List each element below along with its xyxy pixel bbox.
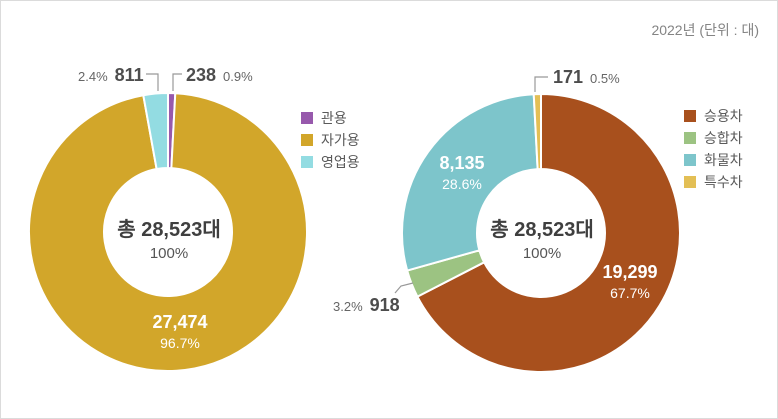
year-unit-note: 2022년 (단위 : 대)	[651, 22, 759, 38]
legend-item-yeongeopyong: 영업용	[301, 151, 360, 173]
segment-value: 171	[553, 67, 584, 87]
total-percent: 100%	[522, 245, 562, 262]
segment-percent: 0.9%	[223, 69, 253, 84]
segment-value: 8,135	[439, 153, 485, 173]
legend-label: 승용차	[704, 108, 743, 124]
left-donut-center-total: 총 28,523대 100%	[117, 218, 221, 264]
legend-label: 영업용	[321, 154, 360, 170]
legend-item-hwamulcha: 화물차	[684, 149, 743, 171]
legend-item-teuksucha: 특수차	[684, 171, 743, 193]
legend-label: 관용	[321, 110, 347, 126]
segment-자가용	[28, 92, 308, 372]
total-count: 총 28,523대	[490, 219, 594, 241]
segment-percent: 3.2%	[333, 299, 363, 314]
segment-value: 27,474	[152, 312, 208, 332]
segment-영업용	[142, 92, 169, 171]
callout-teuksucha: 171 0.5%	[553, 67, 620, 88]
label-hwamulcha: 8,135 28.6%	[439, 153, 484, 194]
donut-chart-vehicle-type	[401, 93, 681, 373]
legend-usage-type: 관용 자가용 영업용	[301, 107, 360, 173]
legend-vehicle-type: 승용차 승합차 화물차 특수차	[684, 105, 743, 193]
total-count: 총 28,523대	[117, 219, 221, 241]
segment-value: 811	[114, 65, 144, 85]
segment-percent: 28.6%	[442, 176, 482, 192]
segment-특수차	[532, 93, 542, 171]
legend-label: 특수차	[704, 174, 743, 190]
legend-label: 승합차	[704, 130, 743, 146]
total-percent: 100%	[149, 245, 189, 262]
segment-percent: 0.5%	[590, 71, 620, 86]
segment-승용차	[416, 93, 681, 373]
legend-item-seungyongcha: 승용차	[684, 105, 743, 127]
segment-화물차	[401, 93, 539, 272]
segment-percent: 67.7%	[610, 285, 650, 301]
legend-item-jagayong: 자가용	[301, 129, 360, 151]
callout-gwanyong: 238 0.9%	[186, 65, 253, 86]
segment-percent: 2.4%	[78, 69, 108, 84]
legend-swatch	[684, 132, 696, 144]
segment-value: 19,299	[602, 262, 658, 282]
legend-label: 자가용	[321, 132, 360, 148]
legend-swatch	[301, 134, 313, 146]
legend-swatch	[301, 112, 313, 124]
legend-swatch	[301, 156, 313, 168]
segment-percent: 96.7%	[160, 335, 200, 351]
right-donut-center-total: 총 28,523대 100%	[490, 218, 594, 264]
legend-swatch	[684, 110, 696, 122]
legend-item-gwanyong: 관용	[301, 107, 360, 129]
legend-label: 화물차	[704, 152, 743, 168]
callout-yeongeopyong: 2.4% 811	[78, 65, 144, 86]
label-seungyongcha: 19,299 67.7%	[602, 262, 657, 303]
legend-item-seunghapcha: 승합차	[684, 127, 743, 149]
legend-swatch	[684, 154, 696, 166]
label-jagayong: 27,474 96.7%	[152, 312, 207, 353]
donut-chart-usage-type	[28, 92, 308, 372]
legend-swatch	[684, 176, 696, 188]
callout-seunghapcha: 3.2% 918	[333, 295, 400, 316]
segment-value: 238	[186, 65, 217, 85]
segment-value: 918	[369, 295, 400, 315]
